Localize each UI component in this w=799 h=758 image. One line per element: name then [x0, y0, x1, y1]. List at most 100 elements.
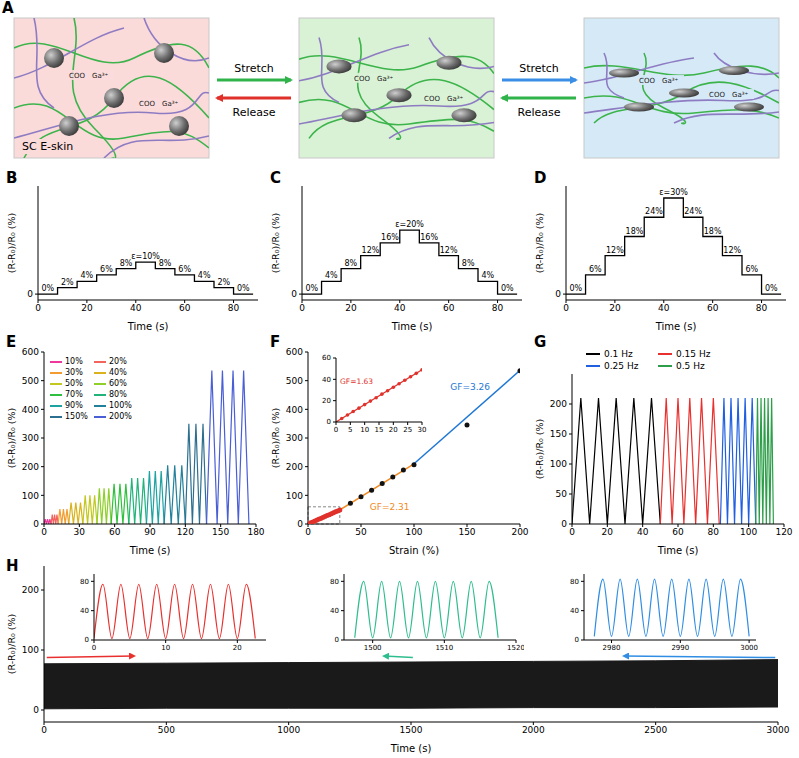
svg-text:100: 100 [405, 527, 422, 537]
svg-text:60: 60 [322, 354, 331, 362]
svg-text:Time (s): Time (s) [391, 321, 433, 332]
svg-text:1500: 1500 [400, 725, 423, 735]
svg-text:16%: 16% [381, 233, 399, 242]
svg-text:6%: 6% [100, 265, 113, 274]
svg-text:COO: COO [709, 91, 725, 99]
svg-text:60: 60 [109, 527, 121, 537]
svg-text:4%: 4% [481, 271, 494, 280]
svg-text:Time (s): Time (s) [129, 545, 171, 556]
svg-text:0%: 0% [765, 284, 778, 293]
svg-text:80: 80 [570, 578, 579, 586]
svg-text:40: 40 [130, 303, 142, 313]
svg-text:90: 90 [144, 527, 156, 537]
svg-text:80: 80 [80, 578, 89, 586]
svg-text:0: 0 [33, 705, 39, 715]
svg-text:60: 60 [672, 527, 684, 537]
svg-text:40: 40 [394, 303, 406, 313]
svg-text:(R-R₀)/R₀ (%): (R-R₀)/R₀ (%) [270, 213, 281, 274]
svg-text:400: 400 [22, 405, 39, 415]
svg-text:COO: COO [639, 77, 655, 85]
svg-text:200: 200 [286, 462, 303, 472]
svg-text:4%: 4% [81, 271, 94, 280]
svg-text:ε=10%: ε=10% [131, 252, 160, 261]
svg-text:0%: 0% [305, 284, 318, 293]
svg-text:40: 40 [637, 527, 649, 537]
svg-text:150: 150 [212, 527, 229, 537]
svg-text:1500: 1500 [364, 644, 382, 652]
svg-text:0: 0 [561, 519, 567, 529]
svg-text:0: 0 [92, 644, 96, 652]
svg-text:18%: 18% [704, 227, 722, 236]
svg-text:2%: 2% [61, 278, 74, 287]
svg-text:COO: COO [69, 72, 85, 80]
svg-text:ε=20%: ε=20% [395, 220, 424, 229]
svg-text:Stretch: Stretch [234, 62, 274, 75]
svg-text:1510: 1510 [435, 644, 453, 652]
svg-text:Ga³⁺: Ga³⁺ [92, 72, 109, 80]
svg-text:Ga³⁺: Ga³⁺ [377, 75, 394, 83]
svg-text:100: 100 [22, 491, 39, 501]
svg-text:500: 500 [286, 376, 303, 386]
svg-text:200: 200 [22, 585, 39, 595]
svg-text:5: 5 [348, 426, 352, 434]
svg-text:80: 80 [708, 527, 720, 537]
svg-text:100: 100 [550, 459, 567, 469]
svg-text:0: 0 [291, 289, 297, 299]
svg-text:150: 150 [458, 527, 475, 537]
svg-text:(R-R₀)/R₀ (%): (R-R₀)/R₀ (%) [270, 408, 281, 469]
svg-text:20: 20 [609, 303, 621, 313]
svg-text:8%: 8% [462, 259, 475, 268]
svg-text:8%: 8% [345, 259, 358, 268]
svg-text:Strain (%): Strain (%) [389, 545, 439, 556]
svg-text:500: 500 [22, 376, 39, 386]
svg-text:Time (s): Time (s) [655, 321, 697, 332]
svg-text:12%: 12% [606, 246, 624, 255]
svg-text:200: 200 [511, 527, 528, 537]
svg-text:24%: 24% [684, 207, 702, 216]
svg-text:80: 80 [492, 303, 504, 313]
svg-text:2990: 2990 [671, 644, 689, 652]
svg-text:20: 20 [233, 644, 242, 652]
svg-text:8%: 8% [159, 259, 172, 268]
svg-text:0: 0 [41, 725, 47, 735]
svg-text:0: 0 [569, 527, 575, 537]
svg-text:3000: 3000 [740, 644, 758, 652]
svg-text:2000: 2000 [522, 725, 545, 735]
svg-text:60: 60 [443, 303, 455, 313]
svg-text:Stretch: Stretch [519, 62, 559, 75]
svg-text:(R-R₀)/R₀ (%): (R-R₀)/R₀ (%) [534, 419, 545, 480]
svg-text:60: 60 [707, 303, 719, 313]
svg-text:500: 500 [158, 725, 175, 735]
svg-text:40: 40 [658, 303, 670, 313]
svg-text:Release: Release [233, 106, 276, 119]
svg-text:25: 25 [403, 426, 412, 434]
svg-text:200: 200 [22, 462, 39, 472]
svg-text:(R-R₀)/R₀ (%): (R-R₀)/R₀ (%) [6, 408, 17, 469]
svg-text:600: 600 [22, 347, 39, 357]
svg-text:4%: 4% [325, 271, 338, 280]
svg-text:SC E-skin: SC E-skin [22, 140, 73, 153]
svg-text:2500: 2500 [644, 725, 667, 735]
svg-text:0: 0 [41, 527, 47, 537]
svg-text:100: 100 [740, 527, 757, 537]
svg-text:6%: 6% [178, 265, 191, 274]
svg-text:60: 60 [179, 303, 191, 313]
svg-text:0: 0 [85, 636, 89, 644]
svg-text:80: 80 [330, 578, 339, 586]
svg-text:40: 40 [322, 376, 331, 384]
svg-text:Ga³⁺: Ga³⁺ [447, 95, 464, 103]
svg-text:20: 20 [602, 527, 614, 537]
svg-text:GF=3.26: GF=3.26 [450, 382, 490, 392]
svg-text:100: 100 [286, 491, 303, 501]
svg-text:20: 20 [389, 426, 398, 434]
svg-text:0: 0 [334, 426, 338, 434]
svg-text:40: 40 [330, 607, 339, 615]
svg-text:0%: 0% [501, 284, 514, 293]
svg-text:Ga³⁺: Ga³⁺ [162, 100, 179, 108]
svg-text:3000: 3000 [767, 725, 790, 735]
svg-text:COO: COO [424, 95, 440, 103]
svg-text:0: 0 [555, 289, 561, 299]
svg-text:100: 100 [22, 645, 39, 655]
svg-text:400: 400 [286, 405, 303, 415]
svg-text:30: 30 [418, 426, 427, 434]
